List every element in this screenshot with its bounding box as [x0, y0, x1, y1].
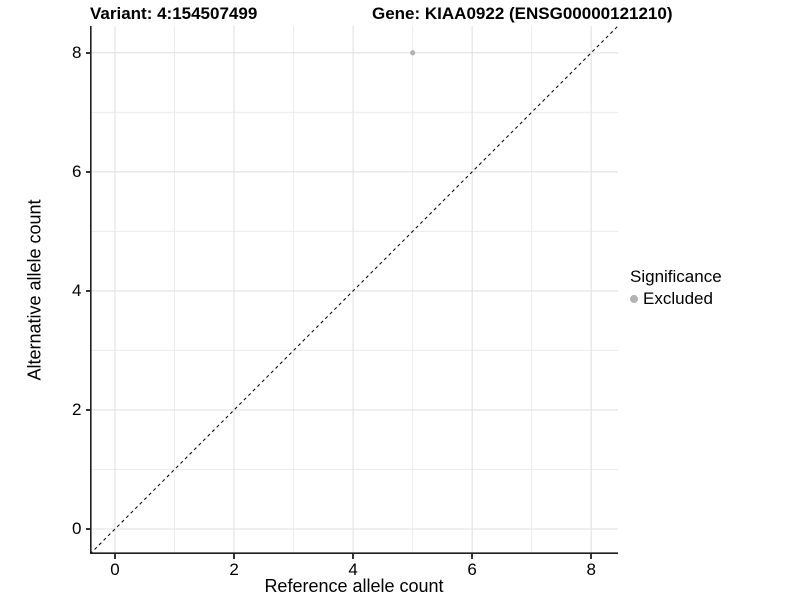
- legend-title: Significance: [630, 267, 722, 286]
- x-tick-mark: [590, 554, 592, 559]
- x-tick-label: 0: [110, 560, 120, 579]
- x-tick-mark: [352, 554, 354, 559]
- y-tick-mark: [85, 409, 90, 411]
- plot-title-variant: Variant: 4:154507499: [90, 4, 258, 23]
- x-tick-label: 2: [229, 560, 239, 579]
- legend-point-icon: [630, 295, 638, 303]
- legend-entry-excluded: Excluded: [630, 289, 722, 309]
- x-tick-mark: [233, 554, 235, 559]
- data-point: [410, 50, 416, 56]
- x-tick-mark: [114, 554, 116, 559]
- y-axis-title: Alternative allele count: [24, 199, 45, 381]
- y-tick-mark: [85, 528, 90, 530]
- plot-panel: [90, 26, 618, 554]
- y-tick-mark: [85, 290, 90, 292]
- x-tick-label: 6: [467, 560, 477, 579]
- plot-title-gene: Gene: KIAA0922 (ENSG00000121210): [372, 4, 673, 23]
- x-tick-label: 8: [586, 560, 596, 579]
- legend: Significance Excluded: [630, 267, 722, 309]
- x-axis-title: Reference allele count: [264, 576, 444, 596]
- y-tick-label: 2: [72, 400, 82, 420]
- y-tick-mark: [85, 52, 90, 54]
- identity-dashed-line: [90, 26, 618, 554]
- y-tick-label: 0: [72, 519, 82, 539]
- y-tick-label: 6: [72, 162, 82, 182]
- y-tick-label: 4: [72, 281, 82, 301]
- x-tick-label: 4: [348, 560, 358, 579]
- x-tick-mark: [471, 554, 473, 559]
- legend-entry-label: Excluded: [643, 289, 713, 308]
- y-tick-mark: [85, 171, 90, 173]
- y-tick-label: 8: [72, 43, 82, 63]
- plot-canvas: [90, 26, 618, 554]
